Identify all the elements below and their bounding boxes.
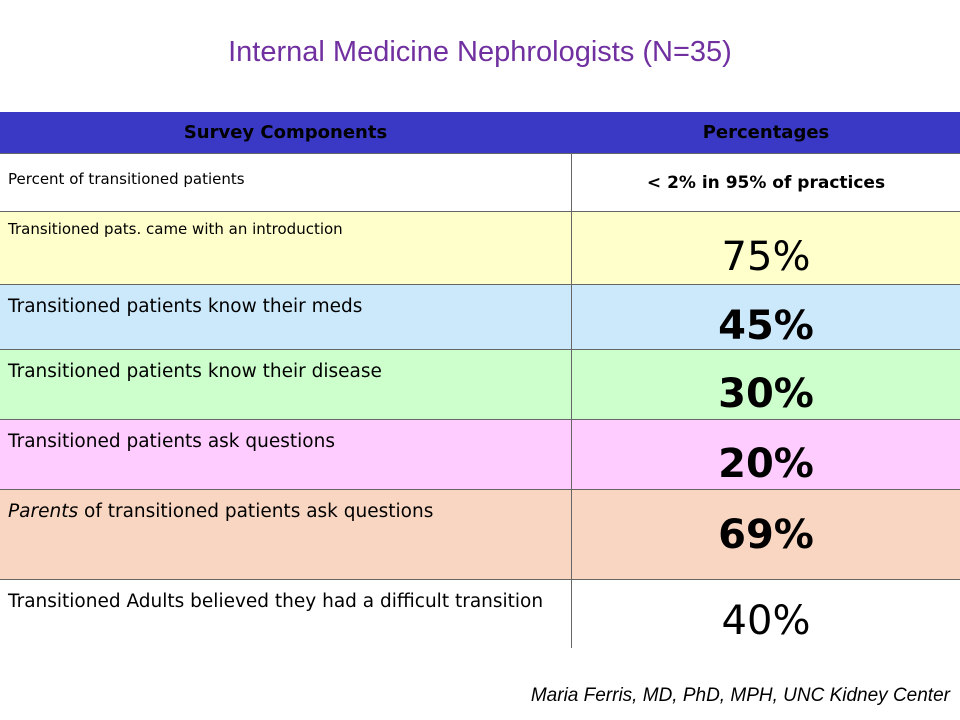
percentage-cell: 30% xyxy=(718,370,814,417)
component-cell: Transitioned patients ask questions xyxy=(0,420,572,489)
percentage-cell: < 2% in 95% of practices xyxy=(646,172,886,193)
slide-title: Internal Medicine Nephrologists (N=35) xyxy=(228,36,732,68)
header-row: Survey Components Percentages xyxy=(0,112,960,154)
table-row: Transitioned patients know their meds 45… xyxy=(0,285,960,350)
table-row: Percent of transitioned patients < 2% in… xyxy=(0,154,960,212)
table-row: Transitioned pats. came with an introduc… xyxy=(0,212,960,285)
percentage-cell: 75% xyxy=(721,234,811,280)
table: Survey Components Percentages Percent of… xyxy=(0,112,960,648)
header-cell: Percentages xyxy=(702,122,830,143)
component-cell: Transitioned patients know their disease xyxy=(0,350,572,419)
percentage-cell: 40% xyxy=(721,598,811,644)
table-row: Parents of transitioned patients ask que… xyxy=(0,490,960,580)
footer-credit: Maria Ferris, MD, PhD, MPH, UNC Kidney C… xyxy=(530,685,950,706)
emphasis-text: Parents xyxy=(8,501,79,522)
table-row: Transitioned patients know their disease… xyxy=(0,350,960,420)
component-cell: Parents of transitioned patients ask que… xyxy=(0,490,572,579)
component-cell: Transitioned pats. came with an introduc… xyxy=(0,212,572,284)
table-row: Transitioned Adults believed they had a … xyxy=(0,580,960,648)
component-text: of transitioned patients ask questions xyxy=(84,501,434,522)
header-cell: Survey Components xyxy=(0,112,572,153)
component-cell: Transitioned Adults believed they had a … xyxy=(0,580,572,648)
table-row: Transitioned patients ask questions 20% xyxy=(0,420,960,490)
percentage-cell: 69% xyxy=(718,511,814,558)
percentage-cell: 45% xyxy=(718,303,814,349)
component-cell: Transitioned patients know their meds xyxy=(0,285,572,349)
percentage-cell: 20% xyxy=(718,440,814,487)
component-cell: Percent of transitioned patients xyxy=(0,154,572,211)
